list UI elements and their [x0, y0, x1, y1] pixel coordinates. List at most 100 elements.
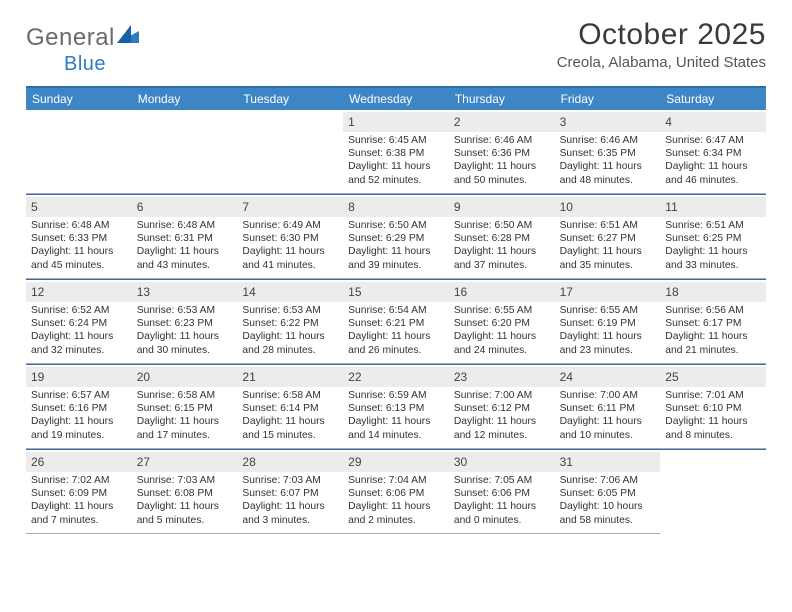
- sunset: Sunset: 6:17 PM: [665, 317, 761, 330]
- sunset: Sunset: 6:34 PM: [665, 147, 761, 160]
- day-number-row: 5: [26, 197, 132, 217]
- sunset: Sunset: 6:22 PM: [242, 317, 338, 330]
- calendar-cell: 9Sunrise: 6:50 AMSunset: 6:28 PMDaylight…: [449, 195, 555, 279]
- day-number: 9: [454, 200, 461, 214]
- calendar-cell: 28Sunrise: 7:03 AMSunset: 6:07 PMDayligh…: [237, 450, 343, 534]
- daylight: Daylight: 11 hours and 17 minutes.: [137, 415, 233, 441]
- weekday-header: Friday: [555, 88, 661, 110]
- day-number-row: 14: [237, 282, 343, 302]
- day-number-row: 12: [26, 282, 132, 302]
- day-info: Sunrise: 7:00 AMSunset: 6:11 PMDaylight:…: [560, 389, 656, 442]
- calendar-cell: 5Sunrise: 6:48 AMSunset: 6:33 PMDaylight…: [26, 195, 132, 279]
- day-number-row: 19: [26, 367, 132, 387]
- daylight: Daylight: 11 hours and 15 minutes.: [242, 415, 338, 441]
- day-number: 26: [31, 455, 44, 469]
- sunset: Sunset: 6:05 PM: [560, 487, 656, 500]
- day-number-row: 2: [449, 112, 555, 132]
- sunrise: Sunrise: 7:04 AM: [348, 474, 444, 487]
- sunrise: Sunrise: 6:46 AM: [454, 134, 550, 147]
- day-number: 6: [137, 200, 144, 214]
- day-number-row: 11: [660, 197, 766, 217]
- calendar-cell: 15Sunrise: 6:54 AMSunset: 6:21 PMDayligh…: [343, 280, 449, 364]
- day-number-row: 28: [237, 452, 343, 472]
- calendar-cell-blank: [132, 110, 238, 194]
- day-number-row: 7: [237, 197, 343, 217]
- sunset: Sunset: 6:27 PM: [560, 232, 656, 245]
- calendar-cell: 26Sunrise: 7:02 AMSunset: 6:09 PMDayligh…: [26, 450, 132, 534]
- day-number-row: 3: [555, 112, 661, 132]
- day-number-row: 8: [343, 197, 449, 217]
- sunrise: Sunrise: 6:55 AM: [560, 304, 656, 317]
- day-info: Sunrise: 7:06 AMSunset: 6:05 PMDaylight:…: [560, 474, 656, 527]
- sunset: Sunset: 6:23 PM: [137, 317, 233, 330]
- sunset: Sunset: 6:38 PM: [348, 147, 444, 160]
- calendar-cell: 3 Sunrise: 6:46 AMSunset: 6:35 PMDaylight…: [555, 110, 661, 194]
- sunset: Sunset: 6:14 PM: [242, 402, 338, 415]
- sunset: Sunset: 6:35 PM: [560, 147, 656, 160]
- sunrise: Sunrise: 6:54 AM: [348, 304, 444, 317]
- daylight: Daylight: 11 hours and 24 minutes.: [454, 330, 550, 356]
- calendar-cell: 31 Sunrise: 7:06 AMSunset: 6:05 PMDayligh…: [555, 450, 661, 534]
- calendar-cell-blank: [26, 110, 132, 194]
- sunrise: Sunrise: 6:50 AM: [348, 219, 444, 232]
- calendar-cell-blank: [237, 110, 343, 194]
- logo-text-blue: Blue: [64, 53, 106, 76]
- calendar-cell: 18Sunrise: 6:56 AMSunset: 6:17 PMDayligh…: [660, 280, 766, 364]
- calendar-cell: 22Sunrise: 6:59 AMSunset: 6:13 PMDayligh…: [343, 365, 449, 449]
- daylight: Daylight: 11 hours and 12 minutes.: [454, 415, 550, 441]
- daylight: Daylight: 11 hours and 7 minutes.: [31, 500, 127, 526]
- sunset: Sunset: 6:20 PM: [454, 317, 550, 330]
- sunset: Sunset: 6:29 PM: [348, 232, 444, 245]
- daylight: Daylight: 11 hours and 26 minutes.: [348, 330, 444, 356]
- sunset: Sunset: 6:33 PM: [31, 232, 127, 245]
- calendar-cell: 11Sunrise: 6:51 AMSunset: 6:25 PMDayligh…: [660, 195, 766, 279]
- day-number: 23: [454, 370, 467, 384]
- sunrise: Sunrise: 6:53 AM: [137, 304, 233, 317]
- day-info: Sunrise: 6:53 AMSunset: 6:23 PMDaylight:…: [137, 304, 233, 357]
- day-info: Sunrise: 6:48 AMSunset: 6:33 PMDaylight:…: [31, 219, 127, 272]
- day-info: Sunrise: 6:48 AMSunset: 6:31 PMDaylight:…: [137, 219, 233, 272]
- calendar-cell: 2Sunrise: 6:46 AMSunset: 6:36 PMDaylight…: [449, 110, 555, 194]
- day-number-row: 25: [660, 367, 766, 387]
- calendar-cell: 17Sunrise: 6:55 AMSunset: 6:19 PMDayligh…: [555, 280, 661, 364]
- calendar-cell: 25 Sunrise: 7:01 AMSunset: 6:10 PMDayligh…: [660, 365, 766, 449]
- sunset: Sunset: 6:36 PM: [454, 147, 550, 160]
- calendar-cell: 8Sunrise: 6:50 AMSunset: 6:29 PMDaylight…: [343, 195, 449, 279]
- sunset: Sunset: 6:06 PM: [454, 487, 550, 500]
- day-info: Sunrise: 7:01 AMSunset: 6:10 PMDaylight:…: [665, 389, 761, 442]
- daylight: Daylight: 11 hours and 45 minutes.: [31, 245, 127, 271]
- sunset: Sunset: 6:30 PM: [242, 232, 338, 245]
- calendar-cell: 1Sunrise: 6:45 AMSunset: 6:38 PMDaylight…: [343, 110, 449, 194]
- daylight: Daylight: 11 hours and 2 minutes.: [348, 500, 444, 526]
- day-number: 21: [242, 370, 255, 384]
- sunrise: Sunrise: 6:45 AM: [348, 134, 444, 147]
- day-info: Sunrise: 6:49 AMSunset: 6:30 PMDaylight:…: [242, 219, 338, 272]
- daylight: Daylight: 11 hours and 30 minutes.: [137, 330, 233, 356]
- day-number: 31: [560, 455, 573, 469]
- day-number: 25: [665, 370, 678, 384]
- weekday-header: Sunday: [26, 88, 132, 110]
- sunset: Sunset: 6:12 PM: [454, 402, 550, 415]
- day-number: 24: [560, 370, 573, 384]
- day-info: Sunrise: 7:03 AMSunset: 6:08 PMDaylight:…: [137, 474, 233, 527]
- day-number: 28: [242, 455, 255, 469]
- day-number: 22: [348, 370, 361, 384]
- day-number: 8: [348, 200, 355, 214]
- day-info: Sunrise: 6:54 AMSunset: 6:21 PMDaylight:…: [348, 304, 444, 357]
- day-info: Sunrise: 7:05 AMSunset: 6:06 PMDaylight:…: [454, 474, 550, 527]
- day-number-row: 15: [343, 282, 449, 302]
- sunset: Sunset: 6:16 PM: [31, 402, 127, 415]
- sunrise: Sunrise: 6:46 AM: [560, 134, 656, 147]
- sunset: Sunset: 6:24 PM: [31, 317, 127, 330]
- day-number: 18: [665, 285, 678, 299]
- logo-text-general: General: [26, 24, 115, 52]
- sunrise: Sunrise: 6:51 AM: [560, 219, 656, 232]
- day-info: Sunrise: 6:58 AMSunset: 6:14 PMDaylight:…: [242, 389, 338, 442]
- sunset: Sunset: 6:10 PM: [665, 402, 761, 415]
- calendar-cell: 13Sunrise: 6:53 AMSunset: 6:23 PMDayligh…: [132, 280, 238, 364]
- calendar-cell: 12Sunrise: 6:52 AMSunset: 6:24 PMDayligh…: [26, 280, 132, 364]
- calendar-cell: 30Sunrise: 7:05 AMSunset: 6:06 PMDayligh…: [449, 450, 555, 534]
- daylight: Daylight: 11 hours and 48 minutes.: [560, 160, 656, 186]
- day-info: Sunrise: 6:52 AMSunset: 6:24 PMDaylight:…: [31, 304, 127, 357]
- day-number: 11: [665, 200, 677, 214]
